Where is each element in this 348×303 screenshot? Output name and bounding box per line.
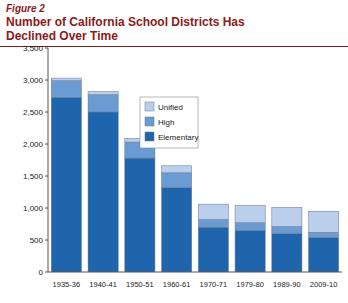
bar-segment	[235, 230, 265, 272]
bar-segment	[272, 207, 302, 226]
x-tick-label: 1950-51	[126, 280, 154, 289]
x-tick-label: 1979-80	[236, 280, 264, 289]
bar-segment	[51, 81, 81, 98]
title-rule	[0, 46, 348, 47]
x-tick-label: 1989-90	[273, 280, 301, 289]
bar-segment	[309, 232, 339, 237]
legend-swatch	[145, 117, 154, 126]
y-tick	[45, 112, 48, 113]
bar-segment	[198, 220, 228, 228]
y-tick-label: 3,500	[23, 44, 44, 53]
bar-segment	[88, 92, 118, 95]
bar-segment	[162, 188, 192, 272]
x-tick-label: 2009-10	[310, 280, 338, 289]
y-tick-label: 1,000	[23, 204, 44, 213]
bar-segment	[309, 211, 339, 232]
bar-segment	[88, 95, 118, 112]
bar-segment	[198, 204, 228, 219]
x-tick-label: 1940-41	[89, 280, 117, 289]
bar-segment	[162, 166, 192, 173]
title: Number of California School Districts Ha…	[6, 15, 254, 43]
x-tick-label: 1970-71	[200, 280, 228, 289]
bar-segment	[162, 173, 192, 188]
legend-label: Elementary	[158, 133, 198, 142]
y-tick	[45, 208, 48, 209]
y-tick-label: 1,500	[23, 172, 44, 181]
bar-segment	[309, 237, 339, 272]
bar-segment	[51, 78, 81, 81]
legend-box	[140, 97, 198, 148]
x-tick-label: 1935-36	[53, 280, 81, 289]
legend-swatch	[145, 132, 154, 141]
y-tick	[45, 80, 48, 81]
bar-segment	[51, 97, 81, 272]
y-tick-label: 2,000	[23, 140, 44, 149]
bar-segment	[125, 158, 155, 272]
bar-segment	[235, 205, 265, 222]
bars	[51, 78, 338, 272]
bar-segment	[198, 227, 228, 272]
y-tick	[45, 272, 48, 273]
y-tick-label: 0	[39, 268, 44, 277]
y-tick	[45, 144, 48, 145]
bar-segment	[88, 112, 118, 272]
y-tick-label: 3,000	[23, 76, 44, 85]
chart: 0 500 1,000 1,500 2,000 2,500 3,000 3,500 1935-3…	[0, 0, 348, 303]
y-tick	[45, 48, 48, 49]
y-tick-label: 500	[30, 236, 44, 245]
bar-segment	[235, 223, 265, 231]
bar-segment	[272, 227, 302, 234]
y-tick-label: 2,500	[23, 108, 44, 117]
bar-segment	[272, 234, 302, 272]
figure-label: Figure 2	[6, 3, 45, 14]
y-axis	[48, 48, 49, 272]
y-tick	[45, 176, 48, 177]
x-tick-label: 1960-61	[163, 280, 191, 289]
x-axis	[48, 272, 342, 273]
y-tick	[45, 240, 48, 241]
legend-swatch	[145, 102, 154, 111]
legend-label: High	[158, 118, 174, 127]
legend-label: Unified	[158, 103, 183, 112]
